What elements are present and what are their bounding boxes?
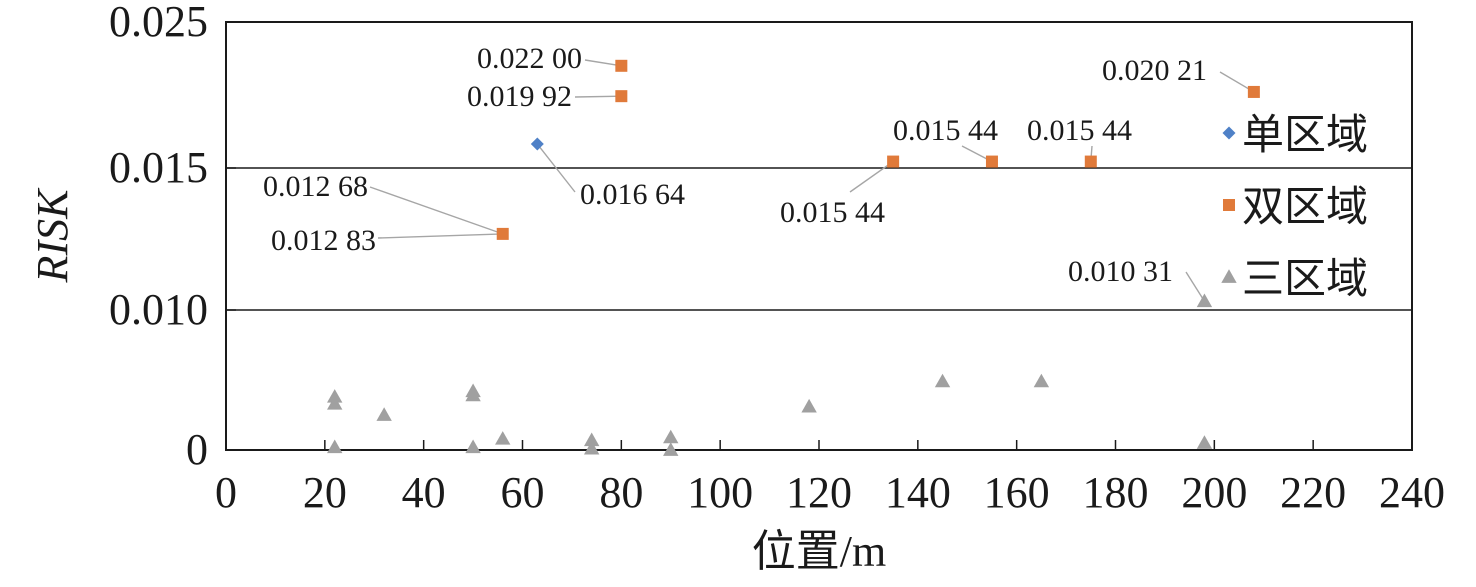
annotation-leader (584, 59, 622, 67)
data-point-triangle (327, 389, 343, 403)
y-axis-title: RISK (28, 187, 77, 284)
x-tick-label: 120 (786, 468, 852, 517)
data-point-square (1247, 85, 1260, 98)
legend-marker-triangle (1221, 269, 1237, 283)
x-tick-label: 140 (885, 468, 951, 517)
legend-label: 单区域 (1242, 110, 1368, 159)
legend-label: 三区域 (1242, 254, 1368, 303)
x-axis-title: 位置/m (752, 527, 886, 576)
data-point-triangle (1033, 373, 1050, 388)
y-tick-label: 0.025 (109, 0, 208, 46)
data-label: 0.020 21 (1102, 54, 1207, 87)
data-label: 0.012 68 (263, 170, 368, 203)
data-point-square (615, 90, 628, 103)
data-point-triangle (465, 387, 481, 402)
data-annotations: 0.022 00 0.019 92 0.016 64 0.012 68 0.012 83… (263, 42, 1207, 288)
annotation-leader (574, 95, 622, 98)
data-point-triangle (801, 398, 817, 413)
annotation-leader (369, 186, 503, 235)
legend-marker-square (1223, 199, 1235, 211)
data-point-triangle (465, 439, 481, 454)
plot-area-frame (225, 21, 1413, 451)
data-point-triangle (663, 429, 679, 444)
annotation-leader (536, 143, 576, 193)
legend-label: 双区域 (1242, 182, 1368, 231)
data-point-square (496, 227, 509, 240)
data-label: 0.015 44 (1027, 114, 1132, 147)
reference-lines (226, 167, 1412, 311)
data-point-square (1084, 155, 1097, 168)
data-point-triangle (663, 442, 679, 456)
data-point-triangle (934, 373, 951, 388)
x-tick-label: 20 (303, 468, 347, 517)
legend-marker-diamond (1222, 126, 1236, 140)
data-point-triangle (583, 440, 600, 455)
x-tick-label: 100 (687, 468, 753, 517)
y-axis-ticks: 0 0.010 0.015 0.025 (109, 0, 236, 474)
data-points (327, 59, 1260, 456)
data-point-triangle (1196, 293, 1213, 308)
x-tick-label: 220 (1280, 468, 1346, 517)
x-tick-label: 200 (1181, 468, 1247, 517)
data-point-triangle (495, 431, 511, 445)
x-tick-label: 80 (599, 468, 643, 517)
x-tick-label: 180 (1083, 468, 1149, 517)
x-tick-label: 40 (402, 468, 446, 517)
data-label: 0.015 44 (893, 114, 998, 147)
data-point-square (985, 155, 998, 168)
annotation-leader-lines (369, 59, 1255, 302)
data-label: 0.016 64 (580, 178, 685, 211)
x-axis-ticks: 0 20 40 60 80 100 120 140 160 180 200 220 240 (215, 440, 1445, 517)
x-tick-label: 60 (501, 468, 545, 517)
data-label: 0.015 44 (780, 196, 885, 229)
data-label: 0.019 92 (467, 80, 572, 113)
y-tick-label: 0.010 (109, 285, 208, 334)
x-tick-label: 240 (1379, 468, 1445, 517)
annotation-leader (1185, 271, 1206, 302)
data-point-square (887, 155, 900, 168)
x-tick-label: 0 (215, 468, 237, 517)
y-tick-label: 0 (186, 425, 208, 474)
y-tick-label: 0.015 (109, 143, 208, 192)
x-tick-label: 160 (984, 468, 1050, 517)
data-point-square (615, 59, 628, 72)
data-label: 0.012 83 (271, 224, 376, 257)
data-point-diamond (530, 137, 544, 151)
data-point-triangle (327, 396, 343, 410)
data-point-triangle (583, 432, 600, 447)
annotation-leader (849, 161, 894, 193)
data-point-triangle (376, 407, 392, 421)
data-point-triangle (1196, 435, 1213, 449)
data-label: 0.022 00 (477, 42, 582, 75)
data-label: 0.010 31 (1068, 255, 1173, 288)
data-point-triangle (327, 439, 343, 454)
annotation-leader (377, 233, 503, 239)
